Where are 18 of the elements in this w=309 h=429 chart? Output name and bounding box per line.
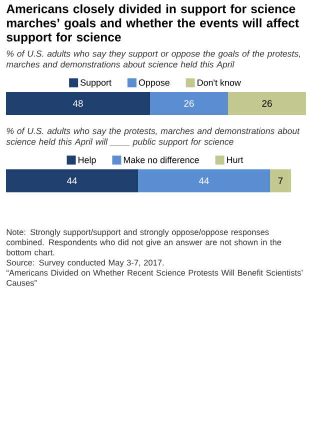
legend-label: Help (78, 156, 96, 165)
text: “Americans Divided on Whether Recent Science Protests Will Benefit Scientists’ Causes” (6, 270, 303, 286)
legend-label: Make no difference (124, 156, 199, 164)
legend-label: Oppose (138, 79, 170, 88)
chart-subtitle: % of U.S. adults who say the protests, marches and demonstrations about science held this April will ____ public support for science (6, 128, 300, 147)
chart-subtitle: % of U.S. adults who say they support or oppose the goals of the protests, marches and demonstrations about science held this April (6, 50, 300, 70)
data-label: 44 (66, 178, 77, 184)
data-label: 48 (72, 100, 83, 107)
data-label: 26 (184, 100, 194, 107)
text: Note: Strongly support/support and strongly oppose/oppose responses combined. Respondents who did not give an answer are not shown in the bottom chart. (6, 228, 282, 256)
source-note: Source: Survey conducted May 3-7, 2017. (6, 259, 164, 268)
chart-title: Americans closely divided in support for science marches’ goals and whether the events will affect support for science (6, 4, 299, 44)
data-label: 7 (278, 178, 283, 184)
legend-label: Don't know (198, 79, 241, 86)
data-label: 44 (198, 178, 209, 184)
data-label: 26 (262, 100, 272, 107)
legend-label: Support (80, 79, 112, 88)
legend-label: Hurt (227, 156, 244, 164)
